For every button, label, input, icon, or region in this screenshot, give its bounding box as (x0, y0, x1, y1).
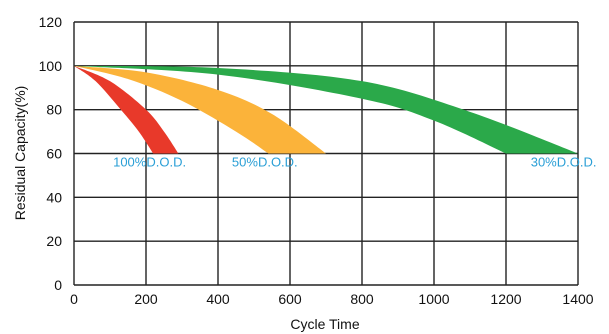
capacity-bands (74, 65, 578, 154)
band-labels: 100%D.O.D. 50%D.O.D. 30%D.O.D. (113, 155, 596, 170)
y-tick-label: 40 (46, 189, 62, 205)
y-axis-ticks: 0 20 40 60 80 100 120 (39, 14, 63, 293)
band-100-d-o-d- (74, 65, 179, 154)
band-50-d-o-d- (74, 65, 326, 154)
x-tick-label: 1400 (562, 291, 593, 307)
y-tick-label: 60 (46, 146, 62, 162)
x-tick-label: 800 (350, 291, 374, 307)
y-tick-label: 120 (39, 14, 63, 30)
band-label: 50%D.O.D. (232, 155, 298, 170)
x-tick-label: 1200 (490, 291, 521, 307)
y-tick-label: 80 (46, 102, 62, 118)
x-tick-label: 400 (206, 291, 230, 307)
band-label: 30%D.O.D. (531, 155, 597, 170)
band-30-d-o-d- (74, 65, 578, 154)
x-axis-title: Cycle Time (290, 316, 359, 332)
x-tick-label: 200 (134, 291, 158, 307)
y-axis-title: Residual Capacity(%) (12, 86, 28, 221)
y-tick-label: 0 (54, 277, 62, 293)
y-tick-label: 20 (46, 233, 62, 249)
y-tick-label: 100 (39, 58, 63, 74)
x-tick-label: 600 (278, 291, 302, 307)
x-axis-ticks: 0 200 400 600 800 1000 1200 1400 (70, 291, 594, 307)
x-tick-label: 0 (70, 291, 78, 307)
band-label: 100%D.O.D. (113, 155, 186, 170)
x-tick-label: 1000 (418, 291, 449, 307)
